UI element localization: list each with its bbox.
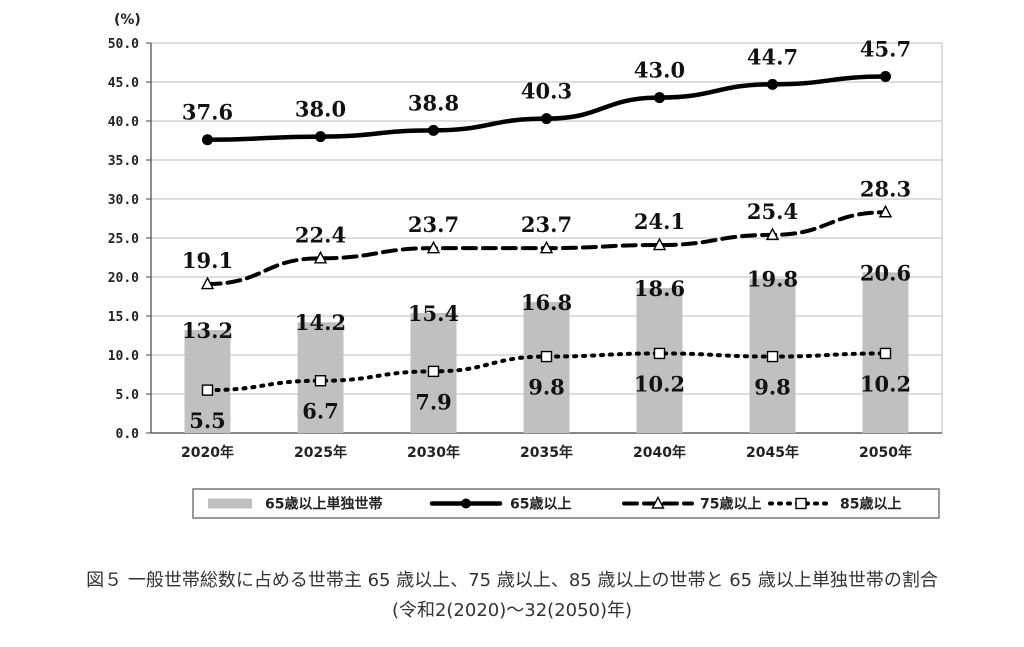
data-label: 43.0: [634, 58, 685, 83]
point-marker: [653, 347, 666, 360]
data-label: 38.0: [295, 97, 346, 122]
point-marker: [880, 71, 891, 83]
bar: [523, 301, 570, 433]
y-tick-label: 5.0: [116, 388, 140, 403]
x-tick-label: 2025年: [294, 444, 347, 461]
x-tick-label: 2050年: [859, 444, 912, 461]
data-label: 19.8: [747, 267, 798, 292]
y-tick-label: 0.0: [116, 427, 140, 442]
data-label: 25.4: [747, 199, 798, 224]
legend-marker: [461, 498, 471, 509]
point-marker: [313, 250, 328, 264]
data-label: 38.8: [408, 90, 459, 115]
data-label: 23.7: [521, 212, 572, 237]
y-tick-label: 25.0: [108, 232, 139, 247]
point-marker: [767, 78, 778, 90]
y-tick-label: 30.0: [108, 193, 139, 208]
data-label: 15.4: [408, 301, 459, 326]
y-tick-label: 20.0: [108, 271, 139, 286]
y-tick-label: 50.0: [108, 37, 139, 52]
data-label: 40.3: [521, 79, 572, 104]
point-marker: [540, 350, 553, 363]
legend-label: 65歳以上: [510, 496, 571, 513]
legend-label: 65歳以上単独世帯: [265, 496, 382, 513]
data-label: 44.7: [747, 44, 798, 69]
point-marker: [541, 113, 552, 125]
data-label: 9.8: [754, 375, 791, 400]
bar: [636, 287, 683, 433]
data-label: 6.7: [302, 399, 339, 424]
point-marker: [654, 92, 665, 104]
legend-marker: [795, 497, 807, 510]
data-label: 45.7: [860, 37, 911, 62]
point-marker: [314, 375, 327, 387]
point-marker: [200, 276, 215, 290]
chart: 0.0 5.0 10.0 15.0 20.0 25.0 30.0 35.0 40.0 45.0 50…: [108, 12, 943, 519]
y-tick-label: 35.0: [108, 154, 139, 169]
caption-line-1: 図５ 一般世帯総数に占める世帯主 65 歳以上、75 歳以上、85 歳以上の世帯…: [86, 570, 938, 591]
point-marker: [427, 365, 440, 378]
legend-label: 75歳以上: [700, 496, 761, 513]
data-label: 24.1: [634, 209, 685, 234]
point-marker: [201, 384, 214, 396]
data-label: 10.2: [634, 371, 685, 396]
point-marker: [652, 237, 667, 251]
data-label: 20.6: [860, 260, 911, 285]
data-label: 14.2: [295, 310, 346, 335]
x-tick-label: 2045年: [746, 444, 799, 461]
data-label: 9.8: [528, 375, 565, 400]
point-marker: [766, 350, 779, 363]
data-label: 5.5: [189, 408, 226, 433]
data-label: 18.6: [634, 276, 685, 301]
x-tick-label: 2035年: [520, 444, 573, 461]
data-label: 22.4: [295, 222, 346, 247]
x-tick-label: 2020年: [181, 444, 234, 461]
figure-caption: 図５ 一般世帯総数に占める世帯主 65 歳以上、75 歳以上、85 歳以上の世帯…: [0, 566, 1024, 626]
y-axis-unit-label: (%): [114, 12, 141, 28]
bar: [184, 330, 231, 433]
data-label: 13.2: [182, 318, 233, 343]
point-marker: [879, 347, 892, 360]
y-tick-label: 10.0: [108, 349, 139, 364]
data-label: 19.1: [182, 248, 233, 273]
data-label: 28.3: [860, 176, 911, 201]
data-label: 10.2: [860, 371, 911, 396]
data-label: 16.8: [521, 290, 572, 315]
legend-marker: [651, 495, 665, 509]
x-tick-label: 2030年: [407, 444, 460, 461]
data-label: 23.7: [408, 212, 459, 237]
legend-swatch: [208, 498, 252, 509]
point-marker: [428, 124, 439, 136]
point-marker: [878, 204, 893, 218]
point-marker: [426, 240, 441, 254]
point-marker: [539, 240, 554, 254]
data-label: 37.6: [182, 100, 233, 125]
x-tick-label: 2040年: [633, 444, 686, 461]
point-marker: [202, 134, 213, 146]
caption-line-2: (令和2(2020)～32(2050)年): [391, 600, 633, 621]
legend-label: 85歳以上: [840, 496, 901, 513]
point-marker: [315, 131, 326, 143]
point-marker: [765, 227, 780, 241]
y-tick-label: 15.0: [108, 310, 139, 325]
y-tick-label: 40.0: [108, 115, 139, 130]
data-label: 7.9: [415, 389, 452, 414]
y-tick-label: 45.0: [108, 76, 139, 91]
